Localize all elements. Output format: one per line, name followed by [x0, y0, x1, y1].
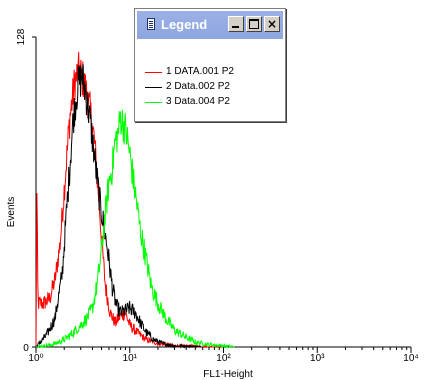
close-button[interactable]: × [264, 16, 280, 32]
x-axis-label: FL1-Height [203, 369, 253, 380]
minimize-button[interactable] [228, 16, 244, 32]
legend-title: Legend [161, 17, 207, 32]
legend-titlebar[interactable]: Legend × [137, 11, 283, 39]
x-tick-label: 10³ [310, 353, 325, 364]
x-tick-label: 10⁴ [403, 353, 418, 364]
x-tick-label: 10² [216, 353, 231, 364]
legend-entry-label: 1 DATA.001 P2 [166, 66, 234, 77]
legend-swatch [145, 102, 162, 103]
maximize-button[interactable] [246, 16, 262, 32]
legend-entry-label: 3 Data.004 P2 [166, 96, 230, 107]
x-tick-label: 10⁰ [28, 353, 43, 364]
x-tick-label: 10¹ [123, 353, 138, 364]
legend-window[interactable]: Legend × 1 DATA.001 P2 2 Data.002 P2 3 Dat… [134, 8, 286, 122]
legend-swatch [145, 72, 162, 73]
close-icon: × [265, 17, 279, 31]
document-icon [147, 18, 155, 30]
legend-swatch [145, 87, 162, 88]
y-tick-label: 128 [16, 28, 27, 45]
legend-entry-label: 2 Data.002 P2 [166, 81, 230, 92]
y-axis-label: Events [6, 197, 17, 228]
